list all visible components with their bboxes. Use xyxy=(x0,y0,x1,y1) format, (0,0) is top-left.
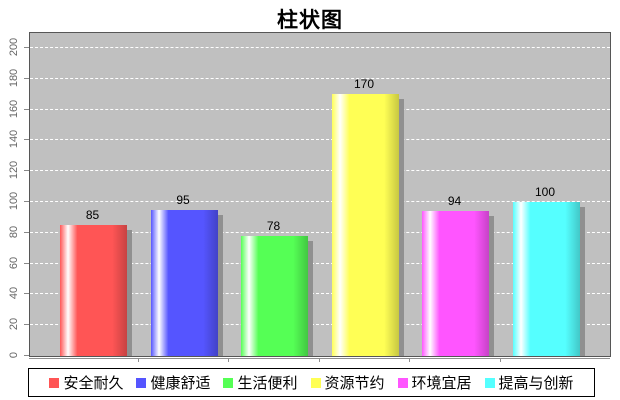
y-tick-mark-80 xyxy=(24,231,29,233)
y-tick-label-100: 100 xyxy=(8,191,20,211)
y-tick-label-60: 60 xyxy=(8,256,20,269)
legend-item-label: 环境宜居 xyxy=(411,376,472,392)
y-tick-label-140: 140 xyxy=(8,130,20,149)
bar-value-label-0: 85 xyxy=(85,208,100,223)
legend-item-健康舒适: 健康舒适 xyxy=(136,372,210,393)
gridline-80 xyxy=(30,231,610,233)
bar-环境宜居 xyxy=(422,211,489,356)
x-tick-mark-4 xyxy=(499,358,501,362)
bar-value-label-2: 78 xyxy=(266,218,281,233)
y-tick-mark-120 xyxy=(24,170,29,172)
legend-item-label: 提高与创新 xyxy=(498,376,574,392)
legend-item-环境宜居: 环境宜居 xyxy=(397,372,472,393)
y-tick-label-80: 80 xyxy=(8,225,20,238)
legend-swatch-icon xyxy=(484,377,495,388)
legend-swatch-icon xyxy=(310,377,321,388)
gridline-60 xyxy=(30,262,610,264)
bar-value-label-4: 94 xyxy=(447,194,462,209)
y-tick-mark-200 xyxy=(24,47,29,48)
x-tick-mark-1 xyxy=(228,358,230,362)
gridline-100 xyxy=(30,201,610,202)
y-tick-label-180: 180 xyxy=(8,68,20,87)
bar-value-label-1: 95 xyxy=(176,192,190,207)
legend-item-label: 安全耐久 xyxy=(63,376,124,392)
y-tick-mark-160 xyxy=(24,108,29,110)
legend-item-label: 生活便利 xyxy=(237,376,298,392)
y-tick-mark-20 xyxy=(24,324,29,326)
gridline-140 xyxy=(30,139,610,141)
legend-swatch-icon xyxy=(223,377,234,388)
y-tick-label-160: 160 xyxy=(8,99,20,118)
bar-value-label-3: 170 xyxy=(353,77,375,92)
legend-item-资源节约: 资源节约 xyxy=(310,372,385,393)
legend-swatch-icon xyxy=(49,377,60,388)
bar-资源节约 xyxy=(331,94,399,356)
y-tick-mark-60 xyxy=(24,262,29,264)
legend: 安全耐久 健康舒适 生活便利 资源节约 环境宜居 提高与创新 xyxy=(28,368,595,397)
bar-生活便利 xyxy=(241,235,308,356)
chart-title: 柱状图 xyxy=(277,9,343,32)
legend-item-安全耐久: 安全耐久 xyxy=(49,372,123,393)
y-tick-label-120: 120 xyxy=(8,161,20,180)
y-tick-label-0: 0 xyxy=(8,351,20,359)
y-tick-mark-100 xyxy=(24,201,29,202)
plot-area xyxy=(29,32,611,357)
y-tick-mark-140 xyxy=(24,139,29,141)
x-tick-mark-2 xyxy=(318,358,320,362)
legend-swatch-icon xyxy=(136,377,147,388)
x-tick-mark-3 xyxy=(409,358,411,362)
legend-item-label: 健康舒适 xyxy=(150,376,211,392)
y-tick-label-20: 20 xyxy=(8,318,20,331)
gridline-120 xyxy=(30,170,610,172)
gridline-160 xyxy=(30,108,610,110)
gridline-200 xyxy=(30,47,610,48)
bar-安全耐久 xyxy=(60,225,127,356)
y-tick-mark-180 xyxy=(24,77,29,79)
legend-item-提高与创新: 提高与创新 xyxy=(484,372,574,393)
gridline-40 xyxy=(30,293,610,295)
y-tick-mark-0 xyxy=(24,355,29,356)
bar-value-label-5: 100 xyxy=(534,185,556,199)
y-tick-mark-40 xyxy=(24,293,29,295)
y-tick-label-40: 40 xyxy=(8,287,20,300)
y-tick-label-200: 200 xyxy=(8,37,20,57)
legend-item-生活便利: 生活便利 xyxy=(223,372,298,393)
legend-item-label: 资源节约 xyxy=(324,376,385,392)
legend-swatch-icon xyxy=(397,377,408,388)
gridline-180 xyxy=(30,77,610,79)
bar-提高与创新 xyxy=(512,202,580,356)
x-tick-mark-0 xyxy=(137,358,139,362)
bar-健康舒适 xyxy=(150,209,218,356)
gridline-20 xyxy=(30,324,610,326)
